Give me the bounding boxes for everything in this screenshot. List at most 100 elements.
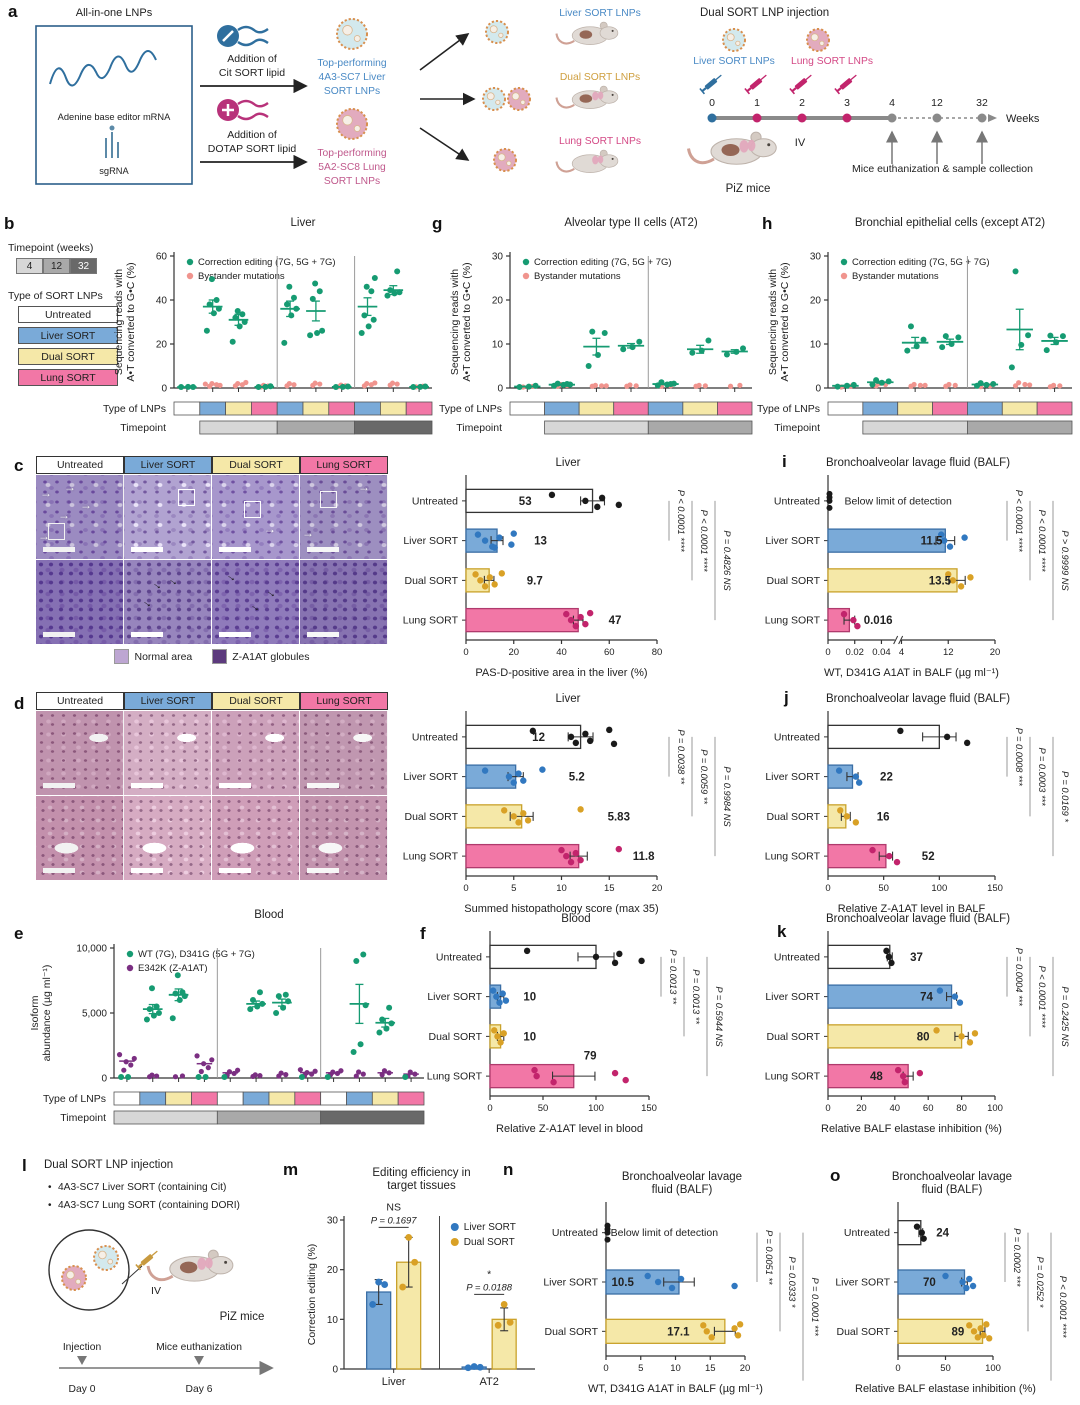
data-point xyxy=(852,773,860,780)
data-point xyxy=(411,1258,419,1266)
row-label-dual: Dual SORT xyxy=(545,1326,599,1338)
p-value: P < 0.0001 **** xyxy=(1058,1276,1068,1338)
annotation-arrow-icon: → xyxy=(358,480,370,494)
data-point xyxy=(897,727,904,735)
data-point xyxy=(494,1033,501,1040)
x-tick-label: 100 xyxy=(987,1103,1003,1114)
lnp-icon-lung xyxy=(507,87,531,111)
data-point xyxy=(654,1278,662,1286)
p-value: P = 0.0051 ** xyxy=(764,1230,774,1285)
chart-canvas: Bronchoalveolar lavage fluid (BALF) 0 50 10… xyxy=(765,693,1070,915)
panel-letter-c: c xyxy=(14,456,24,475)
lnp-type-cell-dual xyxy=(371,1091,399,1106)
data-point-secondary xyxy=(209,1057,215,1063)
value-label: 11.8 xyxy=(633,851,655,863)
x-tick-label: 150 xyxy=(641,1103,657,1114)
data-point xyxy=(203,327,210,334)
circle xyxy=(98,1250,107,1260)
path xyxy=(988,114,997,122)
legend-dot xyxy=(126,950,134,958)
data-point-secondary xyxy=(911,381,917,388)
y-tick-label: 0 xyxy=(497,384,503,395)
data-point xyxy=(644,1272,651,1280)
y-axis-label: Sequencing reads with xyxy=(449,269,461,375)
timepoint-legend-title: Timepoint (weeks) xyxy=(8,242,94,254)
data-point-secondary xyxy=(737,382,743,388)
row-label-untreated: Untreated xyxy=(774,495,820,507)
panel-a-schematic: All-in-one LNPs Adenine base editor mRNA s… xyxy=(0,0,1080,210)
circle xyxy=(498,32,504,38)
addition-dotap-label: DOTAP SORT lipid xyxy=(208,143,297,155)
x-tick-label: 20 xyxy=(856,1103,867,1114)
data-point xyxy=(961,534,968,541)
line xyxy=(715,74,722,81)
circle xyxy=(489,25,498,34)
p-value: P < 0.0001 **** xyxy=(676,490,686,552)
lnp-icon-liver xyxy=(485,20,509,44)
panel-f-chart: Blood 0 50 100 150 Untreated Liver SORT 10 Dual … xyxy=(418,908,734,1138)
data-point xyxy=(610,740,618,748)
data-point xyxy=(943,733,951,741)
p-value: P = 0.0001 *** xyxy=(810,1278,820,1337)
data-point xyxy=(854,622,861,630)
y-tick-label: 10 xyxy=(492,340,504,351)
group-label: Liver xyxy=(382,1376,406,1388)
panel-i-chart: Bronchoalveolar lavage fluid (BALF) 0 0.02… xyxy=(756,452,1080,682)
panel-l-bullet: 4A3-SC7 Lung SORT (containing DORI) xyxy=(58,1200,240,1211)
panel-b-chart: Liver Sequencing reads with A•T converted … xyxy=(103,214,440,452)
value-label: 10 xyxy=(523,1031,536,1043)
syringe-icon xyxy=(699,74,722,95)
data-point xyxy=(236,323,243,330)
line xyxy=(850,74,857,81)
scale-bar xyxy=(307,632,339,637)
lnp-type-cell-liver xyxy=(544,401,580,416)
data-point xyxy=(616,950,623,958)
panel-letter-a: a xyxy=(8,2,18,21)
histology-image-liver xyxy=(124,475,212,559)
histology-header-lung: Lung SORT xyxy=(300,456,388,474)
timepoint-32-box: 32 xyxy=(70,258,97,274)
data-point xyxy=(622,1076,629,1084)
y-axis-label: Correction editing (%) xyxy=(306,1244,318,1346)
legend-swatch xyxy=(114,649,130,664)
data-point xyxy=(826,504,833,511)
mouse-illustration xyxy=(687,131,777,165)
data-point xyxy=(314,330,321,336)
x-tick-label: 20 xyxy=(652,883,663,894)
scale-bar xyxy=(131,868,163,873)
data-point-secondary xyxy=(116,1052,123,1058)
lnp-icon-liver xyxy=(722,28,746,52)
x-tick-label: 20 xyxy=(740,1363,751,1374)
data-point xyxy=(470,1363,478,1370)
data-point xyxy=(668,1284,676,1292)
chip-lung-sort: Lung SORT xyxy=(18,369,118,386)
value-label: 53 xyxy=(519,496,532,508)
data-point-secondary xyxy=(360,1071,366,1077)
data-point-secondary xyxy=(353,1073,359,1079)
data-point-secondary xyxy=(128,1062,134,1068)
row-label-lung: Lung SORT xyxy=(427,1071,483,1083)
timepoint-cell xyxy=(647,420,753,435)
path xyxy=(237,99,269,108)
lnp-type-cell-lung xyxy=(932,401,968,416)
legend-dot xyxy=(186,272,194,280)
chart-canvas: Blood Isoform abundance (µg ml⁻¹) 0 5,000 10,… xyxy=(29,909,425,1125)
x-tick-label: 50 xyxy=(538,1103,549,1114)
lnp-type-cell-liver xyxy=(199,401,227,416)
legend-label: Bystander mutations xyxy=(852,271,939,282)
lnp-type-cell-liver xyxy=(242,1091,270,1106)
circle xyxy=(336,108,368,140)
panel-letter-k: k xyxy=(777,922,787,941)
line xyxy=(137,1263,143,1269)
data-point xyxy=(500,1030,507,1037)
mouse-group-label-liver: Liver SORT LNPs xyxy=(559,8,640,19)
note-below-detection: Below limit of detection xyxy=(844,495,952,507)
data-point xyxy=(604,1236,611,1243)
data-point-secondary xyxy=(286,381,292,387)
lnp-type-cell-dual xyxy=(578,401,615,416)
timepoint-cell xyxy=(276,420,355,435)
week-tick-label: 4 xyxy=(889,97,895,109)
data-point xyxy=(307,332,314,339)
data-point xyxy=(363,283,370,290)
